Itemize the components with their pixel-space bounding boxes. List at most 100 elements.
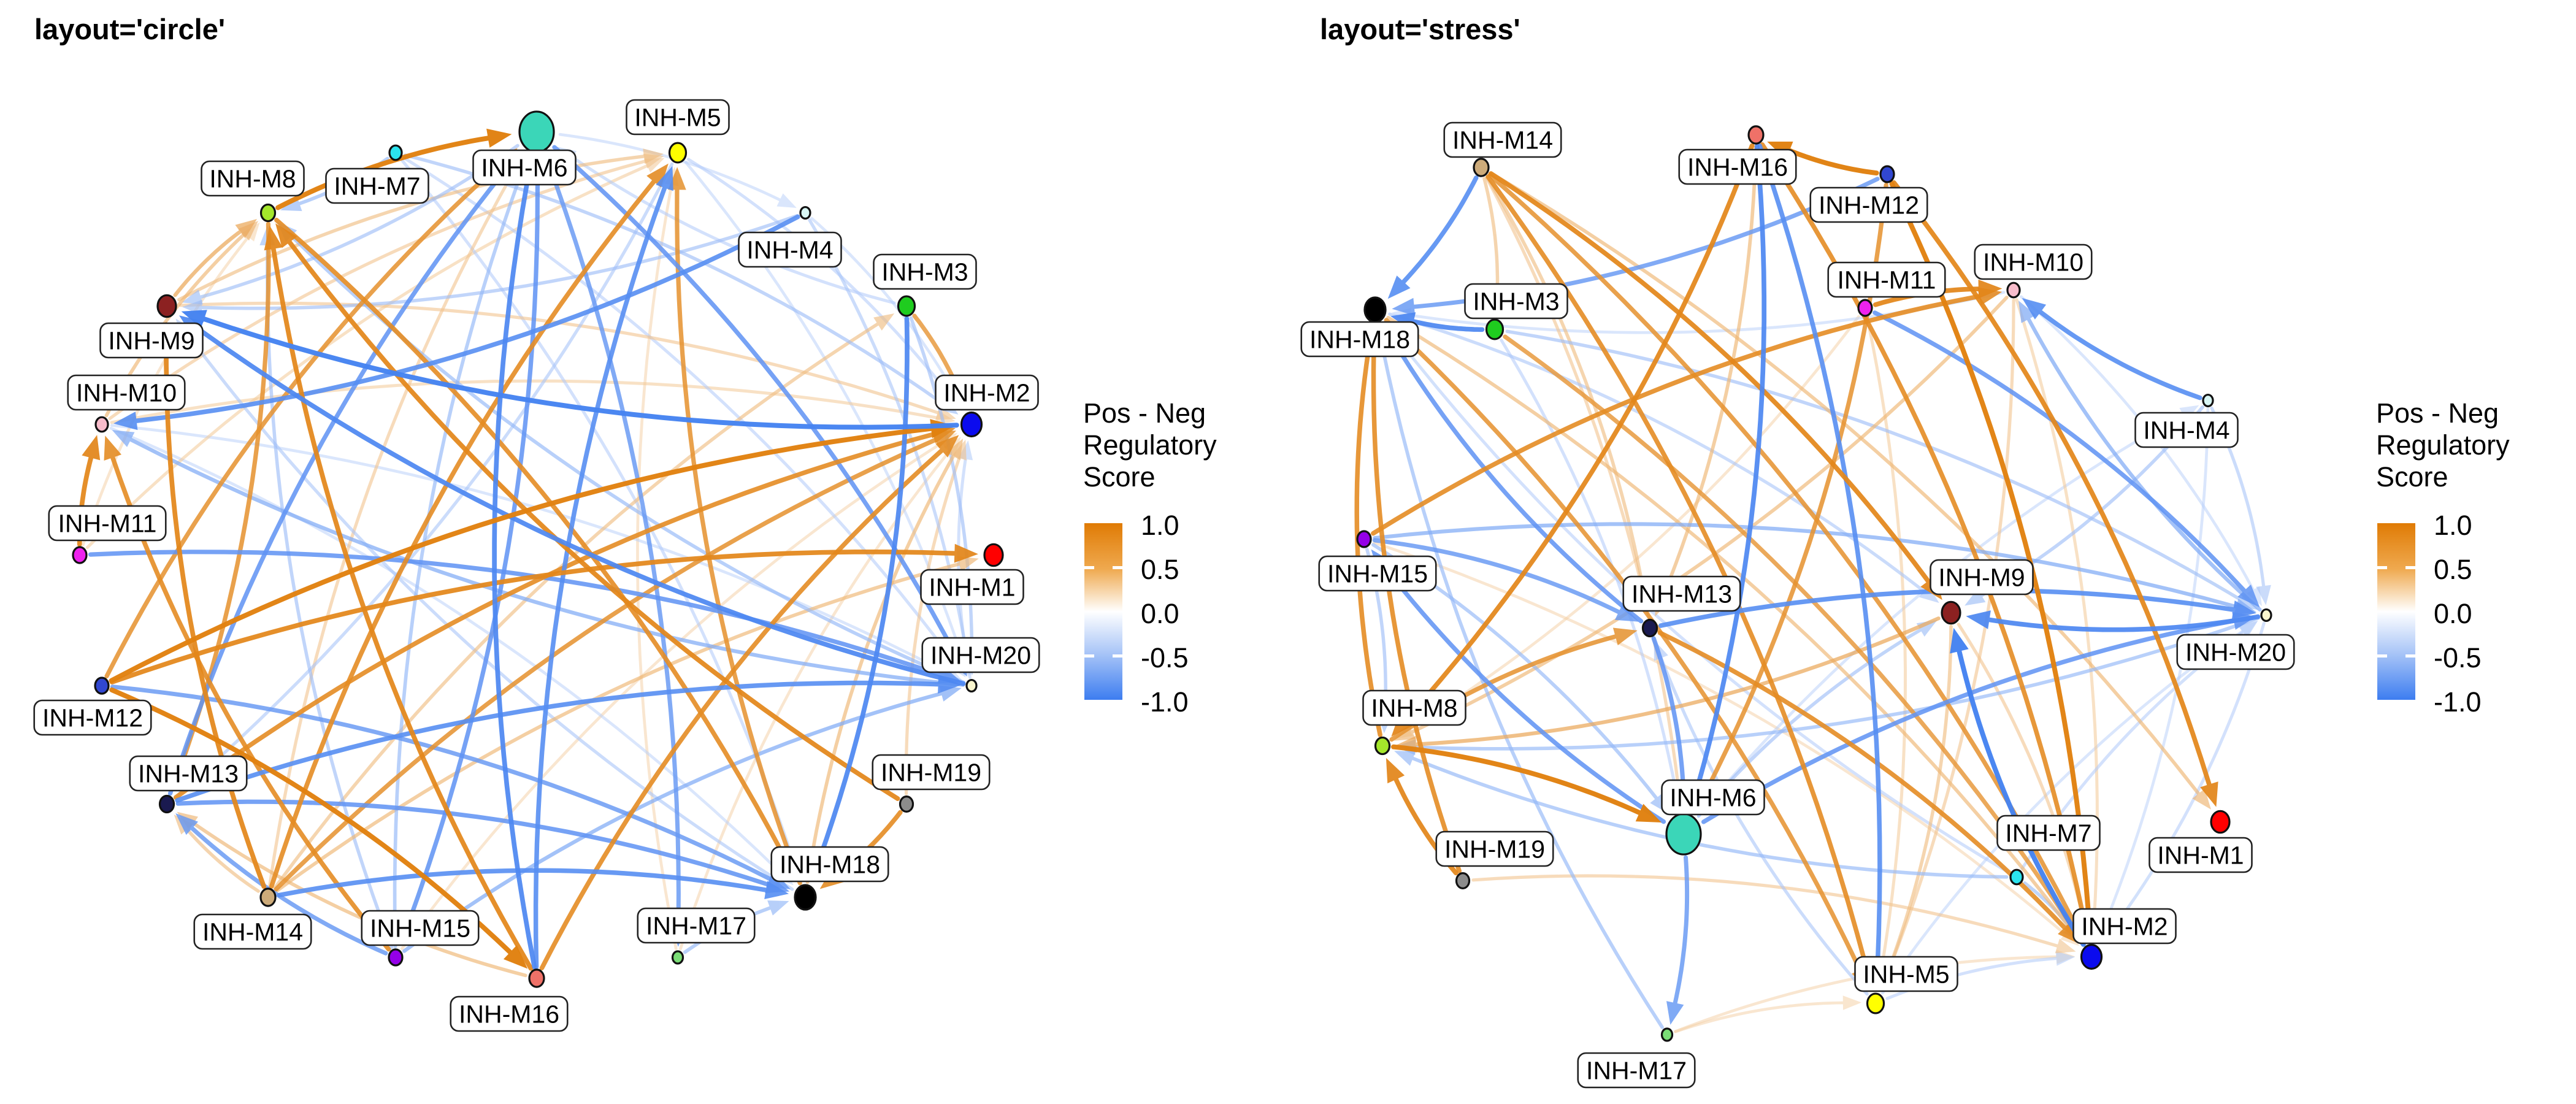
label-INH-M12: INH-M12 — [33, 699, 152, 736]
label-INH-M15: INH-M15 — [1318, 555, 1437, 592]
node-INH-M15 — [1356, 530, 1372, 548]
node-INH-M12 — [1879, 165, 1895, 183]
node-INH-M7 — [2009, 868, 2024, 886]
colorbar-tickmark — [1113, 566, 1122, 569]
edge-M14-M18 — [1387, 175, 1479, 299]
svg-text:INH-M6: INH-M6 — [481, 154, 567, 182]
label-INH-M19: INH-M19 — [1435, 830, 1554, 867]
svg-text:INH-M3: INH-M3 — [1473, 288, 1559, 316]
legend-title-line2: Regulatory — [2376, 429, 2510, 461]
edge-M19-M2 — [1471, 874, 2076, 954]
svg-text:INH-M10: INH-M10 — [76, 379, 177, 407]
svg-text:INH-M14: INH-M14 — [1452, 126, 1553, 155]
label-INH-M6: INH-M6 — [1661, 779, 1765, 816]
legend-tick-0.5: 0.5 — [1141, 554, 1179, 585]
label-INH-M3: INH-M3 — [1464, 283, 1568, 320]
node-INH-M4 — [2202, 393, 2214, 408]
edge-M16-M6 — [492, 156, 537, 970]
svg-text:INH-M2: INH-M2 — [2081, 913, 2168, 941]
svg-text:INH-M11: INH-M11 — [58, 510, 157, 538]
svg-text:INH-M11: INH-M11 — [1838, 266, 1936, 294]
node-INH-M6 — [518, 110, 555, 153]
node-INH-M9 — [156, 294, 177, 318]
label-INH-M15: INH-M15 — [361, 910, 480, 946]
edge-M9-M5 — [1880, 624, 1953, 991]
node-INH-M9 — [1941, 600, 1961, 625]
edge-M14-M18 — [277, 868, 789, 899]
label-INH-M10: INH-M10 — [67, 374, 186, 411]
node-INH-M20 — [2260, 608, 2272, 623]
panel-title-stress: layout='stress' — [1320, 13, 1520, 45]
label-INH-M7: INH-M7 — [325, 167, 429, 204]
colorbar — [2377, 523, 2415, 700]
svg-text:INH-M4: INH-M4 — [746, 236, 833, 264]
label-INH-M17: INH-M17 — [637, 907, 756, 944]
node-INH-M19 — [1455, 872, 1471, 889]
svg-text:INH-M17: INH-M17 — [1586, 1057, 1687, 1085]
svg-text:INH-M18: INH-M18 — [1309, 326, 1410, 354]
node-INH-M2 — [2080, 943, 2103, 970]
node-INH-M10 — [94, 416, 109, 433]
legend-title-line3: Score — [2376, 461, 2448, 493]
legend-title-line2: Regulatory — [1083, 429, 1217, 461]
svg-text:INH-M12: INH-M12 — [42, 704, 143, 732]
edge-M16-M6 — [1688, 144, 1767, 810]
svg-text:INH-M7: INH-M7 — [2005, 819, 2091, 848]
legend-tick-0.5: 0.5 — [2434, 554, 2472, 585]
node-INH-M1 — [2210, 810, 2231, 834]
colorbar-tickmark — [1113, 654, 1122, 657]
svg-text:INH-M5: INH-M5 — [634, 104, 721, 132]
label-INH-M4: INH-M4 — [2134, 412, 2239, 448]
label-INH-M10: INH-M10 — [1974, 243, 2093, 280]
svg-text:INH-M10: INH-M10 — [1983, 248, 2083, 277]
legend-title-line3: Score — [1083, 461, 1156, 493]
legend-tick-1.0: 1.0 — [2434, 510, 2472, 541]
edge-M20-M9 — [1966, 610, 2261, 632]
svg-text:INH-M16: INH-M16 — [1687, 153, 1788, 182]
edge-M16-M13 — [177, 811, 527, 978]
node-INH-M14 — [259, 887, 277, 907]
label-INH-M20: INH-M20 — [2176, 634, 2295, 670]
edge-M20-M2 — [2101, 621, 2266, 945]
edge-M11-M20 — [1873, 310, 2260, 608]
edge-M14-M1 — [1489, 171, 2211, 810]
legend-title-line1: Pos - Neg — [1083, 397, 1206, 429]
edge-M11-M5 — [1866, 316, 1907, 990]
edge-M14-M1 — [275, 556, 979, 892]
colorbar-tickmark — [2405, 654, 2415, 657]
svg-text:INH-M5: INH-M5 — [1863, 960, 1949, 989]
node-INH-M8 — [259, 203, 277, 223]
edge-M6-M15 — [399, 153, 540, 946]
edge-M12-M1 — [109, 543, 978, 684]
svg-text:INH-M12: INH-M12 — [1819, 191, 1919, 220]
edge-M18-M2 — [805, 439, 964, 884]
edge-M4-M10 — [113, 214, 800, 431]
edge-M6-M9 — [182, 144, 519, 305]
label-INH-M2: INH-M2 — [935, 374, 1039, 411]
svg-text:INH-M15: INH-M15 — [1327, 560, 1428, 588]
colorbar-tickmark — [1084, 566, 1094, 569]
node-INH-M14 — [1473, 158, 1490, 177]
svg-text:INH-M3: INH-M3 — [881, 258, 968, 286]
colorbar — [1084, 523, 1122, 700]
edge-M3-M2 — [1503, 334, 2083, 943]
edge-M9-M2 — [1957, 623, 2091, 941]
label-INH-M14: INH-M14 — [1443, 121, 1562, 158]
svg-text:INH-M8: INH-M8 — [1371, 694, 1457, 723]
label-INH-M5: INH-M5 — [626, 99, 730, 136]
edge-M4-M10 — [2022, 297, 2202, 401]
svg-text:INH-M4: INH-M4 — [2143, 416, 2229, 445]
node-INH-M5 — [1866, 992, 1885, 1014]
legend-tick-0.0: 0.0 — [1141, 598, 1179, 629]
edge-M20-M10 — [2018, 301, 2262, 611]
svg-text:INH-M1: INH-M1 — [2157, 841, 2244, 870]
legend-tick--1.0: -1.0 — [1141, 686, 1189, 718]
svg-text:INH-M7: INH-M7 — [334, 172, 420, 201]
label-INH-M1: INH-M1 — [920, 569, 1024, 605]
label-INH-M9: INH-M9 — [1930, 559, 2034, 596]
label-INH-M3: INH-M3 — [873, 253, 977, 290]
node-INH-M1 — [983, 543, 1004, 567]
label-INH-M7: INH-M7 — [1996, 815, 2101, 851]
svg-text:INH-M20: INH-M20 — [2185, 638, 2286, 667]
